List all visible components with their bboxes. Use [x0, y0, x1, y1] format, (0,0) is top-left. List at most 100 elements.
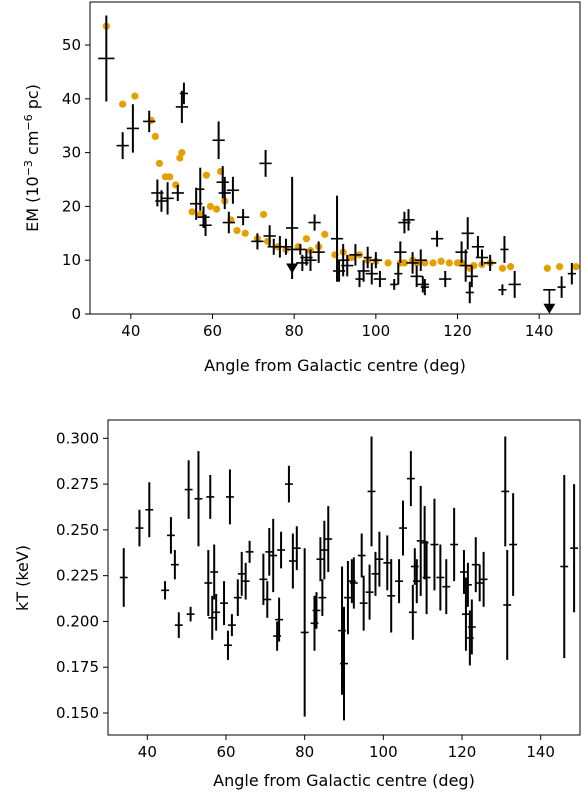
- em-data-point: [196, 167, 205, 211]
- em-data-point: [349, 244, 362, 266]
- kt-data-point: [412, 559, 421, 604]
- em-ylabel-part-1: EM (10: [23, 176, 42, 232]
- kt-data-point: [375, 531, 384, 587]
- kt-xtick-label: 120: [448, 743, 477, 761]
- kt-data-point: [285, 465, 293, 503]
- kt-data-point: [395, 559, 403, 604]
- em-data-point: [365, 262, 378, 285]
- em-data-point: [439, 270, 452, 288]
- kt-data-point: [450, 507, 459, 582]
- em-data-point: [508, 270, 521, 298]
- em-data-point: [557, 276, 566, 298]
- kt-data-point: [430, 498, 439, 591]
- em-data-point: [263, 225, 276, 247]
- em-model-point: [321, 230, 329, 238]
- em-model-point: [555, 263, 564, 271]
- em-model-point: [572, 263, 580, 271]
- kt-data-point: [241, 562, 250, 600]
- em-ytick-label: 10: [62, 251, 81, 269]
- em-data-point: [410, 265, 423, 288]
- em-chart-marks: [98, 15, 580, 314]
- em-data-point: [471, 236, 485, 258]
- kt-data-point: [408, 584, 417, 640]
- kt-data-point: [467, 599, 476, 655]
- em-data-point: [363, 246, 372, 269]
- kt-ytick-label: 0.275: [56, 475, 99, 493]
- kt-data-point: [212, 593, 221, 631]
- em-data-point: [369, 252, 382, 269]
- kt-data-point: [174, 612, 183, 638]
- em-data-point: [357, 260, 370, 282]
- em-chart: 40 60 80 100 120 140 0 10 20 30 40 50 Angle from Ga…: [22, 1, 581, 375]
- kt-data-point: [220, 581, 228, 626]
- em-data-point: [420, 279, 429, 296]
- kt-xtick-label: 40: [138, 743, 157, 761]
- kt-data-point: [503, 550, 512, 660]
- kt-xtick-label: 60: [216, 743, 235, 761]
- em-ylabel-part-3: pc): [23, 84, 42, 114]
- em-model-point: [188, 208, 196, 216]
- em-model-point: [259, 210, 268, 219]
- em-data-point: [98, 15, 115, 102]
- em-model-point: [196, 210, 204, 219]
- kt-data-point: [208, 595, 217, 640]
- em-data-point: [406, 252, 419, 274]
- kt-data-point: [167, 517, 175, 554]
- em-chart-ylabel: EM (10−3 cm−6 pc): [22, 84, 43, 232]
- em-data-point: [475, 249, 489, 266]
- kt-data-point: [119, 548, 128, 607]
- kt-data-point: [184, 460, 193, 519]
- em-model-point: [131, 92, 139, 100]
- kt-data-point: [194, 451, 203, 547]
- em-model-point: [202, 171, 210, 179]
- em-data-point: [394, 241, 407, 263]
- kt-data-point: [233, 579, 242, 616]
- em-data-point: [430, 230, 444, 247]
- kt-data-point: [269, 518, 278, 593]
- em-ylabel-part-2: cm: [23, 131, 42, 160]
- em-data-point: [484, 254, 497, 271]
- em-xtick-label: 120: [443, 322, 472, 340]
- em-data-point: [330, 195, 344, 282]
- em-data-point: [179, 82, 188, 105]
- em-upper-limit-arrow: [286, 263, 299, 274]
- em-model-point: [445, 259, 453, 267]
- kt-data-point: [259, 553, 268, 605]
- kt-data-point: [224, 630, 232, 660]
- em-data-point: [218, 176, 231, 210]
- em-ytick-label: 20: [62, 197, 81, 215]
- kt-data-point: [237, 551, 246, 596]
- em-model-point: [498, 264, 507, 272]
- em-model-point: [119, 100, 127, 108]
- em-data-point: [394, 262, 403, 285]
- em-chart-xlabel: Angle from Galactic centre (deg): [204, 356, 466, 375]
- kt-data-point: [359, 575, 368, 631]
- kt-ytick-label: 0.225: [56, 567, 99, 585]
- kt-ytick-label: 0.200: [56, 612, 99, 630]
- kt-data-point: [312, 592, 321, 629]
- kt-xtick-label: 140: [526, 743, 555, 761]
- em-upper-limit-arrow: [543, 303, 556, 314]
- kt-xtick-label: 80: [295, 743, 314, 761]
- em-chart-frame: [89, 1, 581, 315]
- kt-data-point: [186, 606, 195, 622]
- kt-data-point: [422, 540, 431, 615]
- em-data-point: [251, 233, 264, 250]
- kt-data-point: [245, 540, 254, 563]
- em-model-point: [384, 259, 392, 267]
- kt-data-point: [292, 526, 301, 571]
- em-model-point: [155, 159, 164, 167]
- kt-data-point: [406, 451, 415, 507]
- em-chart-axes: 40 60 80 100 120 140 0 10 20 30 40 50: [62, 36, 554, 340]
- em-xtick-label: 80: [285, 322, 304, 340]
- kt-data-point: [265, 528, 274, 576]
- em-data-point: [259, 149, 272, 177]
- em-data-point: [341, 254, 354, 277]
- em-data-point: [373, 270, 387, 288]
- em-data-point: [155, 190, 168, 212]
- kt-chart-ylabel: kT (keV): [13, 545, 32, 611]
- kt-data-point: [399, 500, 407, 556]
- em-data-point: [402, 209, 415, 231]
- kt-data-point: [320, 520, 329, 580]
